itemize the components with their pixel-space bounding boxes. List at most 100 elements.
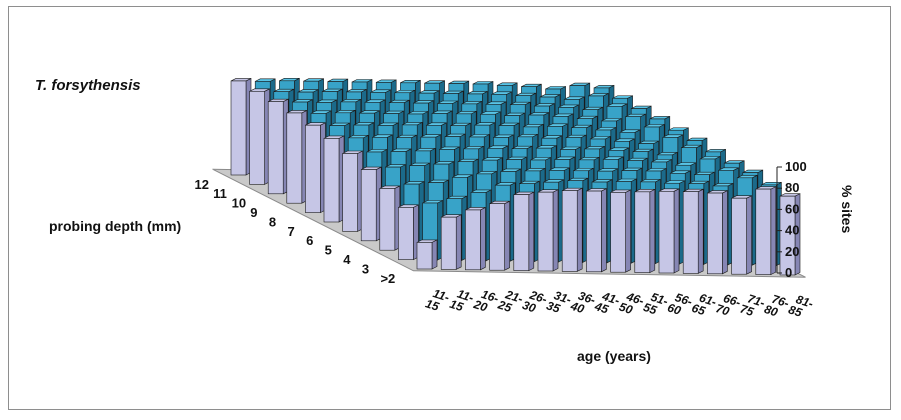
svg-text:75: 75 xyxy=(738,302,755,320)
depth-tick-label: 9 xyxy=(250,205,257,220)
svg-text:26-: 26- xyxy=(527,287,549,306)
svg-text:40: 40 xyxy=(568,298,586,316)
depth-tick-label: 4 xyxy=(343,252,351,267)
z-tick-label: 60 xyxy=(785,201,799,216)
svg-text:76-: 76- xyxy=(770,292,791,311)
z-tick-label: 40 xyxy=(785,223,799,238)
bar-depth-6-age-1 xyxy=(342,150,363,232)
svg-text:66-: 66- xyxy=(722,291,743,310)
bar-depth->2-age-14 xyxy=(731,195,752,275)
age-tick-label: 61-65 xyxy=(690,291,718,319)
bar-depth-12-age-1 xyxy=(230,77,252,176)
age-tick-label: 16-20 xyxy=(471,287,501,315)
svg-text:11-: 11- xyxy=(455,287,475,305)
age-tick-label: 56-60 xyxy=(666,290,694,318)
svg-text:15: 15 xyxy=(448,297,465,315)
svg-text:56-: 56- xyxy=(673,290,694,309)
svg-text:36-: 36- xyxy=(576,289,597,308)
age-tick-label: 66-70 xyxy=(714,291,743,319)
svg-text:51-: 51- xyxy=(649,290,670,309)
svg-text:11-: 11- xyxy=(431,286,451,304)
svg-text:50: 50 xyxy=(617,300,634,318)
z-axis-label: % sites xyxy=(839,185,855,234)
svg-text:61-: 61- xyxy=(697,291,718,310)
age-tick-label: 81-85 xyxy=(787,292,815,320)
age-tick-label: 11-15 xyxy=(448,287,475,315)
bar-depth->2-age-6 xyxy=(537,189,559,272)
svg-text:41-: 41- xyxy=(600,289,622,308)
svg-text:16-: 16- xyxy=(480,287,501,306)
age-tick-label: 46-50 xyxy=(617,289,646,318)
depth-tick-label: 12 xyxy=(194,177,208,192)
bar-depth->2-age-10 xyxy=(634,188,656,274)
bar-depth-9-age-1 xyxy=(286,109,308,204)
bar-depth->2-age-3 xyxy=(465,206,486,271)
bar-depth->2-age-15 xyxy=(755,186,777,276)
chart-title: T. forsythensis xyxy=(35,77,141,94)
depth-tick-label: 3 xyxy=(362,261,369,276)
svg-text:60: 60 xyxy=(666,300,683,318)
chart-bars xyxy=(230,77,801,276)
age-tick-label: 51-55 xyxy=(642,290,670,318)
bar-depth->2-age-16 xyxy=(779,193,801,276)
age-tick-label: 76-80 xyxy=(763,292,791,320)
bar-depth->2-age-9 xyxy=(610,189,631,273)
depth-tick-label: 10 xyxy=(232,196,246,211)
age-tick-label: 41-45 xyxy=(592,289,622,317)
age-axis-label: age (years) xyxy=(577,348,651,364)
svg-text:55: 55 xyxy=(642,300,659,318)
svg-text:70: 70 xyxy=(714,301,731,319)
age-tick-label: 11-15 xyxy=(424,286,451,314)
bar-depth-5-age-1 xyxy=(360,166,382,242)
bar-depth->2-age-1 xyxy=(416,239,438,270)
age-tick-label: 31-35 xyxy=(545,288,573,316)
svg-text:65: 65 xyxy=(690,301,707,319)
age-tick-label: 71-75 xyxy=(738,291,767,320)
bar-depth-8-age-1 xyxy=(305,122,326,214)
svg-text:81-: 81- xyxy=(794,292,815,311)
bar-depth-4-age-1 xyxy=(379,185,401,251)
bar-depth->2-age-5 xyxy=(513,191,535,272)
bar-depth-7-age-1 xyxy=(323,135,345,223)
depth-axis-label: probing depth (mm) xyxy=(49,218,182,234)
depth-tick-label: 8 xyxy=(269,214,276,229)
svg-text:71-: 71- xyxy=(746,291,767,310)
depth-tick-label: 11 xyxy=(213,186,227,201)
svg-text:35: 35 xyxy=(545,298,562,316)
age-tick-label: 21-25 xyxy=(495,287,525,315)
bar-depth-11-age-1 xyxy=(249,88,270,185)
bar-depth-10-age-1 xyxy=(267,98,289,195)
svg-text:30: 30 xyxy=(521,298,538,316)
z-tick-label: 0 xyxy=(785,265,792,280)
svg-text:85: 85 xyxy=(787,302,804,320)
bar-depth->2-age-12 xyxy=(682,188,704,274)
depth-tick-label: 7 xyxy=(287,224,294,239)
z-tick-label: 100 xyxy=(785,159,807,174)
z-tick-label: 80 xyxy=(785,180,799,195)
bar-depth->2-age-2 xyxy=(440,214,462,270)
z-tick-label: 20 xyxy=(785,244,799,259)
svg-text:21-: 21- xyxy=(503,287,525,306)
z-axis: 0 20 40 60 80 100 xyxy=(776,159,807,280)
bar-depth->2-age-7 xyxy=(561,187,583,272)
age-tick-label: 26-30 xyxy=(521,287,549,316)
depth-tick-label: 5 xyxy=(325,243,332,258)
svg-text:15: 15 xyxy=(424,296,441,314)
svg-text:31-: 31- xyxy=(552,288,573,307)
svg-text:25: 25 xyxy=(495,297,513,315)
svg-text:46-: 46- xyxy=(624,289,646,308)
svg-text:20: 20 xyxy=(471,297,489,315)
svg-text:45: 45 xyxy=(592,299,610,317)
bar-depth->2-age-13 xyxy=(707,190,728,275)
age-tick-label: 36-40 xyxy=(568,289,597,317)
depth-tick-label: >2 xyxy=(380,271,395,286)
svg-text:80: 80 xyxy=(763,302,780,320)
bar-depth-3-age-1 xyxy=(398,204,419,261)
chart-frame: 0 20 40 60 80 100 >2 3 4 5 6 7 8 9 10 11 12 11- 15 11- 15 16… xyxy=(8,6,891,410)
bar-depth->2-age-4 xyxy=(489,200,510,271)
depth-tick-label: 6 xyxy=(306,233,313,248)
bar-depth->2-age-8 xyxy=(586,188,607,273)
bar-depth->2-age-11 xyxy=(658,188,680,274)
